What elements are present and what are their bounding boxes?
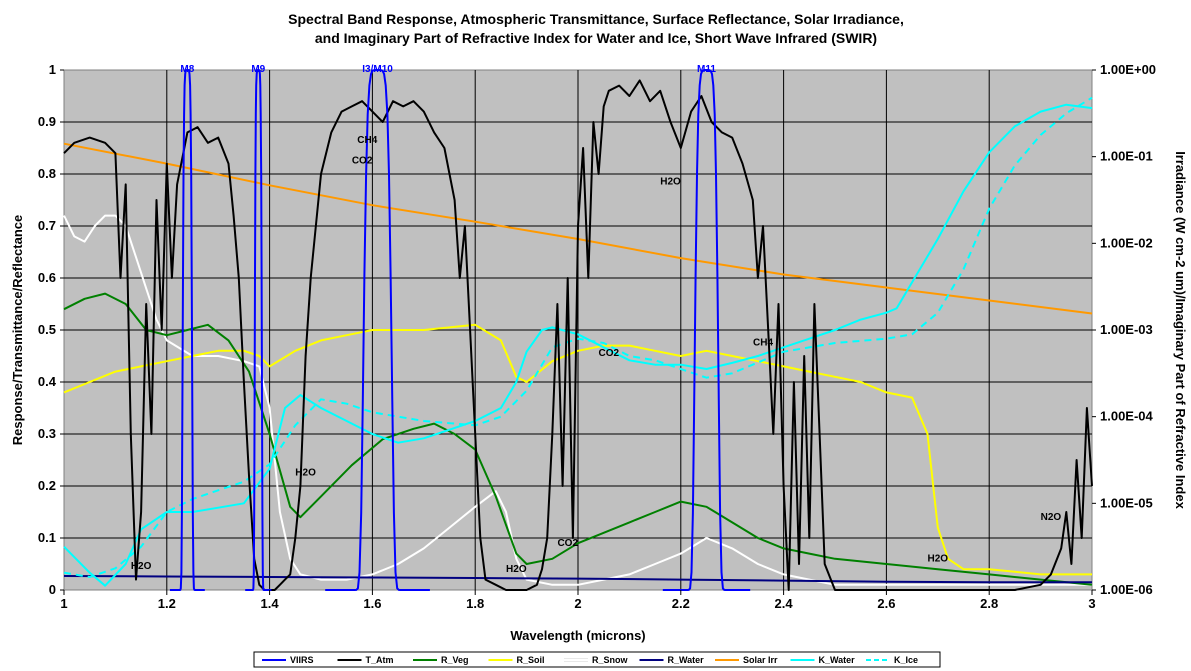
annotation-label: H2O <box>295 468 316 479</box>
annotations: H2O H2O CH4 CO2 H2O CO2 CO2 H2O CH4 H2O N2O <box>131 135 1062 575</box>
annotation-label: CH4 <box>753 338 773 349</box>
legend-label-solar-irr: Solar Irr <box>743 655 778 665</box>
x-tick-label: 1.6 <box>363 596 381 611</box>
y-tick-label: 1 <box>49 62 56 77</box>
band-label: M11 <box>697 64 716 75</box>
y-tick-label: 0.3 <box>38 426 56 441</box>
annotation-label: H2O <box>506 564 527 575</box>
x-tick-label: 2.8 <box>980 596 998 611</box>
x-tick-label: 2.2 <box>672 596 690 611</box>
y2-tick-labels: 1.00E-06 1.00E-05 1.00E-04 1.00E-03 1.00E-02… <box>1092 62 1156 597</box>
y2-tick-label: 1.00E-04 <box>1100 409 1154 424</box>
y-tick-label: 0.1 <box>38 530 56 545</box>
series-line-k-water <box>63 103 1093 587</box>
series-line-r-water <box>63 575 1092 584</box>
series-line-r-veg <box>63 292 1093 586</box>
y-tick-label: 0.6 <box>38 270 56 285</box>
series-line-r-snow <box>63 214 1092 586</box>
chart-title-line1: Spectral Band Response, Atmospheric Tran… <box>288 11 904 27</box>
y-tick-labels: 0 0.1 0.2 0.3 0.4 0.5 0.6 0.7 0.8 0.9 1 <box>38 62 64 597</box>
y2-tick-label: 1.00E-06 <box>1100 582 1153 597</box>
annotation-label: H2O <box>131 561 152 572</box>
y-tick-label: 0.2 <box>38 478 56 493</box>
legend-label-k-water: K_Water <box>819 655 856 665</box>
y-tick-label: 0.4 <box>38 374 57 389</box>
y2-tick-label: 1.00E-01 <box>1100 149 1153 164</box>
y-tick-label: 0.9 <box>38 114 56 129</box>
y2-tick-label: 1.00E-03 <box>1100 322 1153 337</box>
y2-tick-label: 1.00E+00 <box>1100 62 1156 77</box>
series-layer <box>63 69 1093 591</box>
legend-label-r-soil: R_Soil <box>517 655 545 665</box>
x-tick-label: 3 <box>1088 596 1095 611</box>
x-tick-label: 2.6 <box>877 596 895 611</box>
legend-label-r-veg: R_Veg <box>441 655 469 665</box>
x-tick-label: 1.4 <box>261 596 280 611</box>
x-axis-label: Wavelength (microns) <box>510 628 645 643</box>
annotation-label: CO2 <box>352 156 373 167</box>
band-label: M9 <box>251 64 265 75</box>
legend-label-k-ice: K_Ice <box>894 655 918 665</box>
annotation-label: H2O <box>660 176 681 187</box>
band-label: I3/M10 <box>362 64 393 75</box>
y-axis-label: Response/Transmittance/Reflectance <box>10 215 25 445</box>
legend: VIIRS T_Atm R_Veg R_Soil R_Snow R_Water Solar … <box>253 651 941 668</box>
legend-box <box>253 651 941 668</box>
series-line-k-ice <box>63 96 1093 578</box>
y-tick-label: 0 <box>49 582 56 597</box>
series-line-r-soil <box>63 323 1092 576</box>
series-line-viirs <box>169 69 751 591</box>
x-tick-label: 1 <box>60 596 67 611</box>
annotation-label: CO2 <box>557 538 578 549</box>
y-tick-label: 0.8 <box>38 166 56 181</box>
y2-axis-label: Irradiance (W cm-2 um)/Imaginary Part of… <box>1173 151 1188 509</box>
band-label: M8 <box>180 64 194 75</box>
legend-label-t-atm: T_Atm <box>366 655 394 665</box>
x-tick-label: 2.4 <box>775 596 794 611</box>
legend-label-r-snow: R_Snow <box>592 655 629 665</box>
legend-label-viirs: VIIRS <box>290 655 314 665</box>
y-tick-label: 0.7 <box>38 218 56 233</box>
y2-tick-label: 1.00E-02 <box>1100 235 1153 250</box>
chart-title-line2: and Imaginary Part of Refractive Index f… <box>315 30 877 46</box>
series-line-t-atm <box>63 79 1093 591</box>
x-tick-labels: 1 1.2 1.4 1.6 1.8 2 2.2 2.4 2.6 2.8 3 <box>60 590 1096 611</box>
annotation-label: CH4 <box>357 135 377 146</box>
y2-tick-label: 1.00E-05 <box>1100 495 1153 510</box>
band-labels: M8 M9 I3/M10 M11 <box>180 64 716 75</box>
annotation-label: N2O <box>1041 512 1062 523</box>
annotation-label: H2O <box>928 553 949 564</box>
x-tick-label: 1.2 <box>158 596 176 611</box>
x-tick-label: 2 <box>574 596 581 611</box>
x-tick-label: 1.8 <box>466 596 484 611</box>
y-tick-label: 0.5 <box>38 322 56 337</box>
annotation-label: CO2 <box>599 348 620 359</box>
legend-label-r-water: R_Water <box>668 655 705 665</box>
